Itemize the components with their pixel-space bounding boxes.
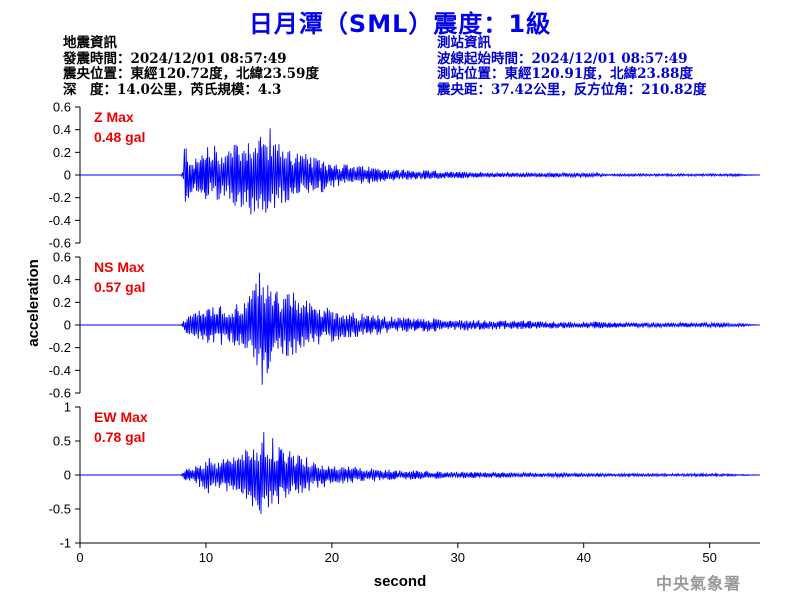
x-tick-label: 40: [576, 550, 590, 565]
x-tick-label: 20: [325, 550, 339, 565]
x-tick-label: 50: [702, 550, 716, 565]
y-tick-label: -0.5: [49, 502, 71, 517]
station-location: 測站位置：東經120.91度，北緯23.88度: [437, 66, 693, 82]
max-value-ew: 0.78 gal: [94, 429, 145, 445]
max-value-ns: 0.57 gal: [94, 279, 145, 295]
y-tick-label: 0.6: [53, 250, 71, 265]
station-info-heading: 測站資訊: [437, 35, 491, 51]
y-tick-label: -0.6: [49, 236, 71, 251]
y-tick-label: 0: [64, 168, 71, 183]
y-tick-label: 0: [64, 318, 71, 333]
max-label-z: Z Max: [94, 109, 134, 125]
max-value-z: 0.48 gal: [94, 129, 145, 145]
x-tick-label: 0: [76, 550, 83, 565]
earthquake-info-heading: 地震資訊: [63, 35, 117, 51]
chart-title: 日月潭（SML）震度：1級: [248, 10, 552, 38]
y-tick-label: 0.4: [53, 122, 71, 137]
y-tick-label: -0.4: [49, 213, 71, 228]
y-tick-label: -1: [59, 536, 71, 551]
y-tick-label: 0.5: [53, 434, 71, 449]
waveform-trace-ew: [80, 432, 760, 515]
x-tick-label: 10: [199, 550, 213, 565]
y-axis-label: acceleration: [25, 259, 42, 347]
waveform-start-time: 波線起始時間：2024/12/01 08:57:49: [437, 50, 688, 67]
x-tick-label: 30: [451, 550, 465, 565]
max-label-ew: EW Max: [94, 409, 148, 425]
y-tick-label: -0.2: [49, 190, 71, 205]
x-axis-label: second: [374, 573, 427, 590]
y-tick-label: 0.4: [53, 272, 71, 287]
depth-and-magnitude: 深 度：14.0公里，芮氏規模：4.3: [63, 81, 282, 98]
y-tick-label: 0.6: [53, 100, 71, 115]
y-tick-label: 0.2: [53, 145, 71, 160]
agency-watermark: 中央氣象署: [656, 574, 742, 593]
epicenter-location: 震央位置：東經120.72度，北緯23.59度: [63, 66, 319, 82]
waveform-trace-ns: [80, 272, 760, 385]
waveform-trace-z: [80, 128, 760, 215]
y-tick-label: -0.6: [49, 386, 71, 401]
y-tick-label: -0.2: [49, 340, 71, 355]
epicentral-distance: 震央距：37.42公里，反方位角：210.82度: [437, 81, 707, 98]
y-tick-label: 0.2: [53, 295, 71, 310]
y-tick-label: -0.4: [49, 363, 71, 378]
y-tick-label: 0: [64, 468, 71, 483]
max-label-ns: NS Max: [94, 259, 145, 275]
origin-time: 發震時間：2024/12/01 08:57:49: [63, 50, 287, 67]
earthquake-info: 地震資訊 發震時間：2024/12/01 08:57:49 震央位置：東經120…: [63, 35, 319, 98]
station-info: 測站資訊 波線起始時間：2024/12/01 08:57:49 測站位置：東經1…: [437, 35, 707, 98]
y-tick-label: 1: [64, 400, 71, 415]
